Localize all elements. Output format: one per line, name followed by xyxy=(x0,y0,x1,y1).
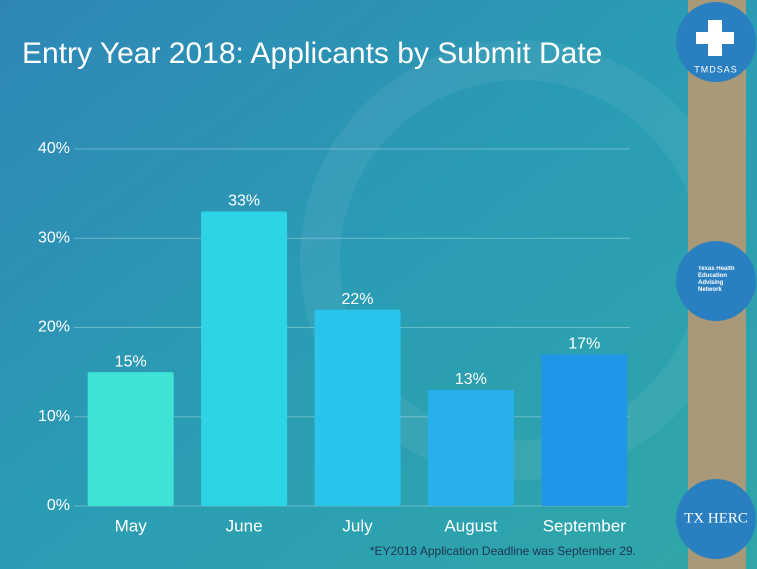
bar xyxy=(541,354,628,506)
bar xyxy=(87,372,174,506)
x-tick-label: August xyxy=(444,516,497,535)
logo-text: TX HERC xyxy=(684,510,748,526)
y-tick-label: 40% xyxy=(38,140,70,157)
y-tick-label: 0% xyxy=(47,497,70,514)
chart-title: Entry Year 2018: Applicants by Submit Da… xyxy=(22,37,602,70)
logo-text: Texas Health Education Advising Network xyxy=(698,266,735,293)
x-tick-label: May xyxy=(115,516,148,535)
logo-theac xyxy=(676,241,756,321)
logo-cross xyxy=(696,20,734,56)
value-label: 22% xyxy=(341,291,373,308)
y-tick-label: 20% xyxy=(38,319,70,336)
value-label: 13% xyxy=(455,371,487,388)
logo-txherc xyxy=(676,479,756,559)
logo-text-box: Texas Health Education Advising Network xyxy=(698,266,735,293)
value-label: 17% xyxy=(568,335,600,352)
y-tick-label: 30% xyxy=(38,229,70,246)
bar xyxy=(201,211,288,506)
x-tick-label: July xyxy=(342,516,373,535)
bar xyxy=(427,389,514,506)
footnote: *EY2018 Application Deadline was Septemb… xyxy=(370,544,636,558)
logo-text: TMDSAS xyxy=(694,64,738,74)
value-label: 33% xyxy=(228,193,260,210)
bar xyxy=(314,309,401,506)
value-label: 15% xyxy=(115,353,147,370)
x-tick-label: September xyxy=(543,516,626,535)
y-tick-label: 10% xyxy=(38,408,70,425)
x-tick-label: June xyxy=(226,516,263,535)
